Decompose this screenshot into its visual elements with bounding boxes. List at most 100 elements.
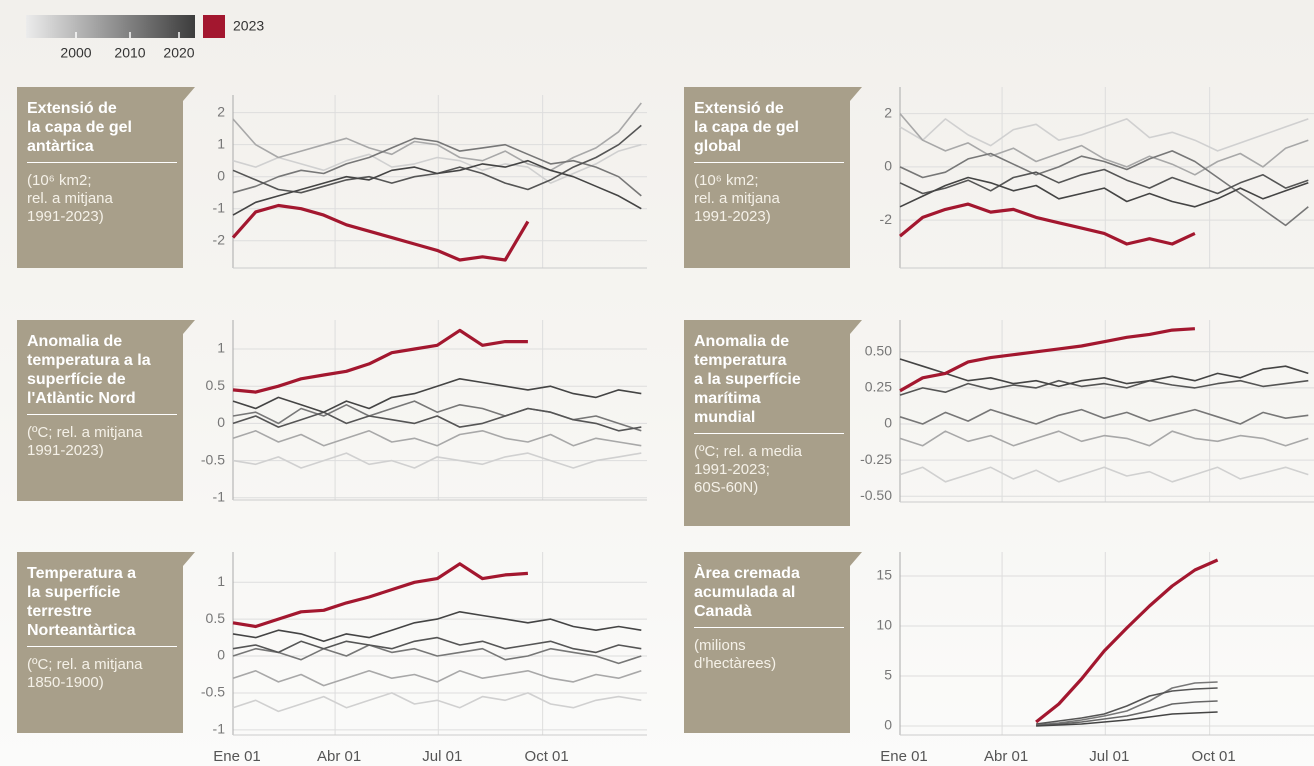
x-tick-label: Oct 01 [525, 748, 569, 765]
year-line [899, 168, 1309, 195]
panel-title: Anomalia de temperatura a la superfície … [27, 333, 151, 407]
x-tick-label: Jul 01 [1089, 748, 1129, 765]
year-line [1035, 687, 1218, 725]
y-tick-label: -0.50 [860, 487, 892, 503]
y-tick-label: 2 [884, 104, 892, 120]
y-tick-label: -2 [213, 231, 226, 247]
panel-title: Temperatura a la superfície terrestre No… [27, 565, 137, 639]
x-tick-label: Abr 01 [317, 748, 361, 765]
y-tick-label: 0.5 [206, 377, 226, 393]
legend-colorbar [26, 15, 195, 38]
highlight-line [231, 203, 530, 262]
legend-tick-label: 2020 [163, 45, 194, 61]
year-line [232, 102, 642, 172]
year-line [232, 644, 642, 665]
year-line [232, 452, 642, 469]
panel-title: Àrea cremada acumulada al Canadà [694, 565, 800, 620]
x-tick-label: Ene 01 [880, 748, 928, 765]
y-tick-label: -1 [213, 488, 226, 504]
panel: 1 0.5 0 -0.5 -1 [201, 320, 647, 504]
panel-subtitle: (ºC; rel. a media 1991-2023; 60S-60N) [694, 433, 844, 497]
panel-title: Extensió de la capa de gel global [694, 100, 799, 155]
year-line [899, 113, 1309, 176]
y-tick-label: 2 [217, 103, 225, 119]
year-line [232, 430, 642, 447]
y-tick-label: -2 [880, 211, 893, 227]
year-line [232, 137, 642, 197]
year-line [899, 430, 1309, 447]
year-line [232, 159, 642, 216]
y-tick-label: 1 [217, 573, 225, 589]
year-line [899, 466, 1309, 483]
year-line [232, 407, 642, 432]
y-tick-label: 0.5 [206, 610, 226, 626]
y-tick-label: 15 [876, 567, 892, 583]
year-line [899, 118, 1309, 152]
highlight-line [232, 328, 528, 394]
y-tick-label: 1 [217, 135, 225, 151]
y-tick-label: 5 [884, 667, 892, 683]
panel-title: Extensió de la capa de gel antàrtica [27, 100, 132, 155]
label-box: Extensió de la capa de gel antàrtica (10⁶… [17, 87, 195, 268]
year-line [899, 150, 1309, 227]
year-line [232, 636, 642, 654]
year-line [232, 124, 642, 194]
label-box: Anomalia de temperatura a la superfície … [684, 320, 862, 526]
x-tick-label: Oct 01 [1192, 748, 1236, 765]
panel-subtitle: (ºC; rel. a mitjana 1991-2023) [27, 414, 177, 460]
year-line [232, 611, 642, 643]
panel: 2 1 0 -1 -2 [213, 95, 647, 269]
panel: 2 0 -2 [880, 87, 1314, 269]
y-tick-label: 0 [884, 158, 892, 174]
year-line [899, 379, 1309, 396]
y-tick-label: -1 [213, 721, 226, 737]
y-tick-label: 1 [217, 340, 225, 356]
year-line [1036, 700, 1218, 726]
y-tick-label: 10 [876, 617, 892, 633]
year-line [232, 670, 642, 687]
label-box: Temperatura a la superfície terrestre No… [17, 552, 195, 733]
year-line [232, 692, 642, 713]
y-tick-label: -0.25 [860, 451, 892, 467]
label-box: Anomalia de temperatura a la superfície … [17, 320, 195, 501]
x-tick-label: Jul 01 [422, 748, 462, 765]
year-line [1036, 681, 1218, 726]
year-line [232, 143, 642, 184]
panel-subtitle: (ºC; rel. a mitjana 1850-1900) [27, 646, 177, 692]
y-tick-label: 0 [884, 415, 892, 431]
highlight-line [232, 562, 529, 629]
panel-subtitle: (milions d'hectàrees) [694, 627, 844, 673]
year-line [232, 378, 642, 413]
y-tick-label: 0 [217, 647, 225, 663]
year-line [1036, 711, 1218, 727]
y-tick-label: -1 [213, 199, 226, 215]
legend-tick-label: 2010 [114, 45, 145, 61]
y-tick-label: 0 [217, 414, 225, 430]
panel: 1 0.5 0 -0.5 -1 Ene 01 Abr 01 Jul 01 Oct 01 [201, 552, 647, 765]
year-line [899, 176, 1309, 208]
y-tick-label: -0.5 [201, 451, 225, 467]
panel-title: Anomalia de temperatura a la superfície … [694, 333, 801, 426]
y-tick-label: 0.50 [865, 342, 892, 358]
y-tick-label: 0.25 [865, 379, 892, 395]
y-tick-label: 0 [884, 717, 892, 733]
label-box: Extensió de la capa de gel global (10⁶ km… [684, 87, 862, 268]
year-line [899, 408, 1309, 425]
x-tick-label: Abr 01 [984, 748, 1028, 765]
panel-subtitle: (10⁶ km2; rel. a mitjana 1991-2023) [694, 162, 844, 226]
y-tick-label: -0.5 [201, 684, 225, 700]
y-tick-label: 0 [217, 167, 225, 183]
highlight-line [1035, 558, 1219, 724]
legend-swatch [203, 15, 225, 38]
panel: 0.50 0.25 0 -0.25 -0.50 [860, 320, 1314, 503]
label-box: Àrea cremada acumulada al Canadà (milions… [684, 552, 862, 733]
x-tick-label: Ene 01 [213, 748, 261, 765]
highlight-line [898, 202, 1196, 246]
panel-subtitle: (10⁶ km2; rel. a mitjana 1991-2023) [27, 162, 177, 226]
year-line [899, 358, 1309, 388]
legend-label: 2023 [233, 18, 264, 34]
highlight-line [899, 327, 1195, 393]
panel: 15 10 5 0 Ene 01 Abr 01 Jul 01 Oct 01 [876, 552, 1314, 765]
